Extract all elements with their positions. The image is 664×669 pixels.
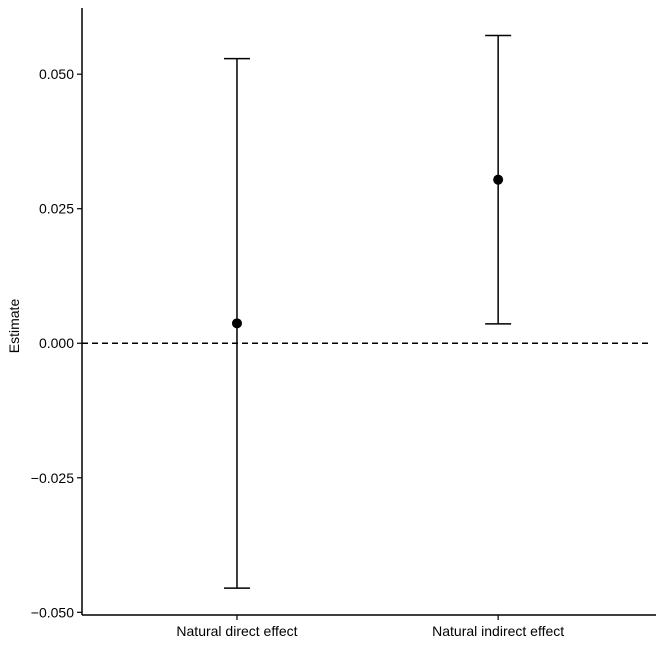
estimate-point <box>493 174 504 185</box>
y-tick-label: 0.000 <box>39 335 74 351</box>
x-tick-label: Natural direct effect <box>176 623 297 639</box>
x-tick-label: Natural indirect effect <box>432 623 564 639</box>
y-tick-label: −0.025 <box>31 470 74 486</box>
estimate-point <box>231 318 242 329</box>
axes-group <box>81 8 656 616</box>
y-tick-label: −0.050 <box>31 604 74 620</box>
y-axis-title: Estimate <box>6 299 22 354</box>
y-ticks-group: −0.050 −0.025 0.000 0.025 0.050 <box>31 66 82 620</box>
y-tick-label: 0.025 <box>39 201 74 217</box>
y-tick-label: 0.050 <box>39 66 74 82</box>
x-ticks-group: Natural direct effect Natural indirect ef… <box>176 615 564 639</box>
points-group <box>231 174 504 329</box>
errorbars-group <box>223 34 512 589</box>
